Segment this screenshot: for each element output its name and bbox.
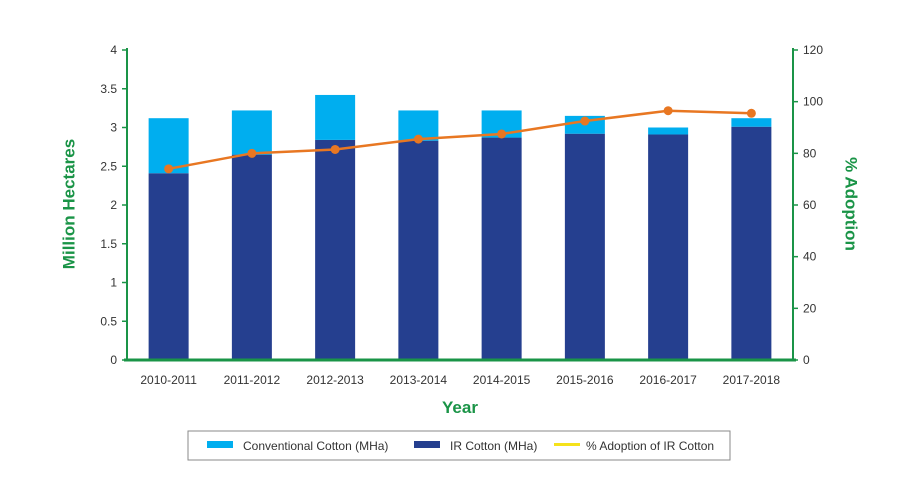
- x-tick-label: 2014-2015: [473, 373, 531, 387]
- x-tick-label: 2015-2016: [556, 373, 614, 387]
- bar-conventional-2012-2013: [315, 94, 356, 140]
- x-tick-label: 2010-2011: [140, 373, 197, 387]
- legend-swatch-adoption: [554, 443, 580, 446]
- legend: Conventional Cotton (MHa) IR Cotton (MHa…: [187, 430, 731, 461]
- bar-ir-2013-2014: [398, 140, 439, 360]
- bar-ir-2010-2011: [148, 173, 189, 360]
- x-tick-labels: 2010-2011 2011-2012 2012-2013 2013-2014 2014…: [140, 373, 780, 387]
- bar-conventional-2010-2011: [148, 118, 189, 174]
- legend-label-ir: IR Cotton (MHa): [450, 439, 537, 453]
- x-tick-label: 2011-2012: [224, 373, 281, 387]
- x-tick-label: 2017-2018: [723, 373, 781, 387]
- left-axis-title: Million Hectares: [59, 139, 78, 269]
- bar-ir-2017-2018: [731, 126, 772, 360]
- adoption-point-2016-2017: [663, 106, 673, 116]
- x-axis-title: Year: [442, 398, 478, 417]
- adoption-point-2014-2015: [497, 129, 507, 139]
- legend-label-adoption: % Adoption of IR Cotton: [586, 439, 714, 453]
- adoption-point-2012-2013: [330, 144, 340, 154]
- axes-layer: [124, 48, 796, 362]
- adoption-line: [168, 109, 752, 171]
- left-tick-label: 0: [110, 353, 117, 367]
- bar-conventional-2011-2012: [231, 110, 272, 155]
- adoption-line-layer: [164, 106, 756, 174]
- legend-swatch-ir: [414, 441, 440, 448]
- bar-ir-2012-2013: [315, 139, 356, 360]
- bar-ir-2016-2017: [648, 134, 689, 360]
- legend-swatch-conventional: [207, 441, 233, 448]
- left-tick-label: 0.5: [100, 314, 117, 328]
- right-tick-label: 100: [803, 95, 823, 109]
- right-tick-label: 40: [803, 250, 817, 264]
- legend-label-conventional: Conventional Cotton (MHa): [243, 439, 388, 453]
- right-tick-label: 60: [803, 198, 817, 212]
- adoption-point-2010-2011: [164, 164, 174, 174]
- adoption-point-2013-2014: [413, 134, 423, 144]
- right-tick-label: 80: [803, 146, 817, 160]
- adoption-point-2011-2012: [247, 148, 257, 158]
- bars-layer: [148, 94, 772, 360]
- adoption-point-2017-2018: [746, 108, 756, 118]
- x-tick-label: 2012-2013: [306, 373, 364, 387]
- right-tick-label: 120: [803, 43, 823, 57]
- bar-ir-2015-2016: [564, 133, 605, 360]
- right-tick-label: 20: [803, 301, 817, 315]
- x-tick-label: 2016-2017: [639, 373, 697, 387]
- bar-ir-2014-2015: [481, 137, 522, 360]
- left-tick-label: 2: [110, 198, 117, 212]
- left-axis-ticks: 0 0.5 1 1.5 2 2.5 3 3.5 4: [100, 43, 127, 367]
- legend-box: [187, 430, 731, 461]
- right-axis-ticks: 0 20 40 60 80 100 120: [793, 43, 823, 367]
- bar-conventional-2016-2017: [648, 127, 689, 135]
- bar-ir-2011-2012: [231, 154, 272, 360]
- x-tick-label: 2013-2014: [390, 373, 448, 387]
- left-tick-label: 4: [110, 43, 117, 57]
- left-tick-label: 1: [110, 276, 117, 290]
- left-tick-label: 3: [110, 121, 117, 135]
- right-tick-label: 0: [803, 353, 810, 367]
- left-tick-label: 3.5: [100, 82, 117, 96]
- bar-conventional-2017-2018: [731, 118, 772, 127]
- right-axis-title: % Adoption: [842, 157, 861, 251]
- left-tick-label: 1.5: [100, 237, 117, 251]
- adoption-point-2015-2016: [580, 116, 590, 126]
- left-tick-label: 2.5: [100, 159, 117, 173]
